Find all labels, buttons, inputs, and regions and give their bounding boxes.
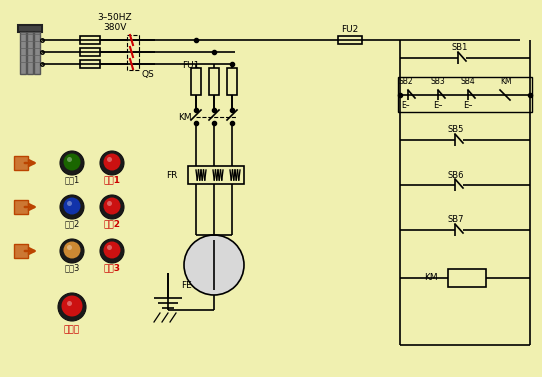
Text: KM: KM (500, 78, 512, 86)
Text: FU2: FU2 (341, 25, 359, 34)
Bar (127, 35, 139, 70)
Circle shape (60, 239, 84, 263)
Circle shape (67, 157, 72, 162)
Bar (448, 269, 486, 287)
Text: QS: QS (141, 70, 154, 80)
Circle shape (100, 239, 124, 263)
Text: FU1: FU1 (182, 60, 199, 69)
Text: SB6: SB6 (447, 170, 463, 179)
Text: 总停止: 总停止 (64, 325, 80, 334)
Circle shape (67, 245, 72, 250)
Text: E–: E– (433, 101, 443, 109)
Text: 启动2: 启动2 (64, 219, 80, 228)
Circle shape (104, 198, 120, 215)
Bar (14, 200, 28, 214)
Text: 停止1: 停止1 (104, 176, 120, 184)
Text: KM: KM (424, 273, 438, 282)
Circle shape (58, 293, 86, 321)
Circle shape (67, 301, 72, 306)
Circle shape (100, 195, 124, 219)
Bar (80, 36, 100, 44)
Bar (188, 166, 244, 184)
Bar (18, 25, 42, 32)
Bar (191, 68, 201, 95)
Text: SB5: SB5 (447, 126, 463, 135)
Bar (14, 244, 28, 258)
Text: SB2: SB2 (399, 78, 414, 86)
Text: 启动1: 启动1 (64, 176, 80, 184)
Circle shape (60, 195, 84, 219)
Circle shape (107, 157, 112, 162)
Circle shape (100, 151, 124, 175)
Text: 启动3: 启动3 (64, 264, 80, 273)
Text: 停止2: 停止2 (104, 219, 120, 228)
Text: FE: FE (180, 282, 191, 291)
Bar (34, 32, 40, 74)
Text: SB4: SB4 (461, 78, 475, 86)
Bar (27, 32, 33, 74)
Text: E–: E– (463, 101, 473, 109)
Circle shape (184, 235, 244, 295)
Text: 380V: 380V (104, 23, 127, 32)
Bar (80, 48, 100, 56)
Bar (398, 77, 532, 112)
Bar (338, 36, 362, 44)
Circle shape (60, 151, 84, 175)
Circle shape (63, 242, 81, 259)
Circle shape (104, 153, 120, 170)
Bar (20, 32, 26, 74)
Circle shape (107, 201, 112, 206)
Circle shape (63, 198, 81, 215)
Bar (209, 68, 219, 95)
Text: SB3: SB3 (431, 78, 446, 86)
Text: 停止3: 停止3 (104, 264, 120, 273)
Circle shape (63, 153, 81, 170)
Text: SB7: SB7 (447, 216, 463, 224)
Circle shape (104, 242, 120, 259)
Bar (80, 60, 100, 68)
Text: SB1: SB1 (451, 43, 467, 52)
Circle shape (107, 245, 112, 250)
Bar (227, 68, 237, 95)
Text: 3–50HZ: 3–50HZ (98, 14, 132, 23)
Text: FR: FR (166, 170, 178, 179)
Text: KM: KM (178, 113, 192, 123)
Circle shape (61, 296, 82, 317)
Text: E–: E– (402, 101, 410, 109)
Circle shape (67, 201, 72, 206)
Bar (14, 156, 28, 170)
